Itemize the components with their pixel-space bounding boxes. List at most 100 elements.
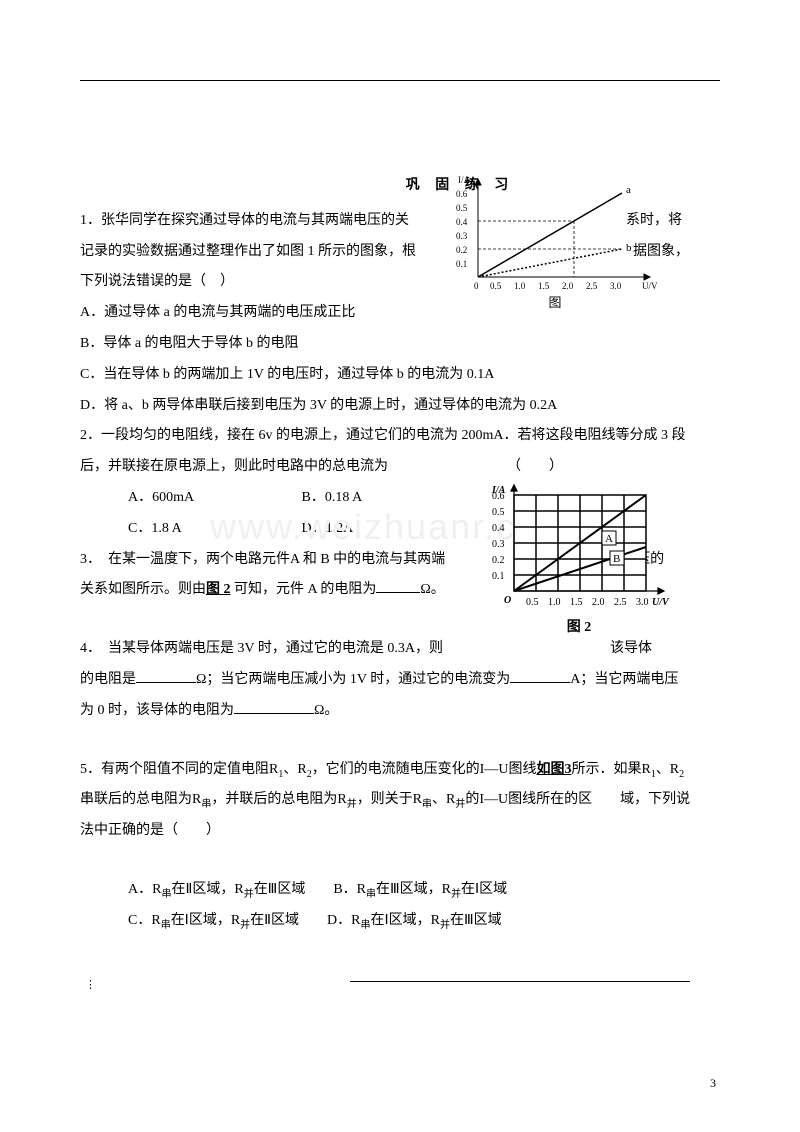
top-rule bbox=[80, 80, 720, 81]
svg-text:2.0: 2.0 bbox=[562, 281, 574, 291]
q5B-c: 在Ⅰ区域 bbox=[461, 882, 507, 897]
q5-opts-row2: C．R串在Ⅰ区域，R并在Ⅱ区域 D．R串在Ⅰ区域，R并在Ⅲ区域 bbox=[80, 906, 720, 937]
q4-l3b: Ω。 bbox=[314, 703, 338, 718]
page-number: 3 bbox=[710, 1070, 716, 1096]
q3-blank bbox=[376, 579, 420, 593]
svg-text:1.0: 1.0 bbox=[548, 597, 561, 608]
q4-blank1 bbox=[136, 669, 196, 683]
q1-optB: B．导体 a 的电阻大于导体 b 的电阻 bbox=[80, 329, 720, 360]
svg-text:U/V: U/V bbox=[652, 597, 670, 608]
svg-text:1.0: 1.0 bbox=[514, 281, 526, 291]
svg-text:0.2: 0.2 bbox=[456, 245, 467, 255]
sub-bing2: 并 bbox=[455, 799, 465, 810]
q5B-sub2: 并 bbox=[451, 889, 461, 900]
svg-text:0.3: 0.3 bbox=[456, 231, 468, 241]
q3-l2a: 关系如图所示。则由 bbox=[80, 582, 206, 597]
svg-text:0.3: 0.3 bbox=[492, 539, 505, 550]
figure-1-caption: 图 bbox=[450, 289, 660, 318]
q5B-b: 在Ⅲ区域，R bbox=[376, 882, 451, 897]
q2-line2: 后，并联接在原电源上，则此时电路中的总电流为 （ ） bbox=[80, 452, 720, 483]
svg-text:0.6: 0.6 bbox=[492, 491, 505, 502]
q5-optD: D．R串在Ⅰ区域，R并在Ⅲ区域 bbox=[327, 906, 502, 937]
svg-text:0: 0 bbox=[474, 281, 479, 291]
q2-optC: C．1.8 A bbox=[128, 514, 298, 545]
figure-2: I/A U/V 0.10.2 0.30.4 0.50.6 0.51.0 1.52… bbox=[484, 481, 674, 644]
svg-text:1.5: 1.5 bbox=[570, 597, 583, 608]
q2-optA: A．600mA bbox=[128, 483, 298, 514]
q5A-sub1: 串 bbox=[161, 889, 171, 900]
q4-l2a: 的电阻是 bbox=[80, 672, 136, 687]
q5-line3: 法中正确的是（ ） bbox=[80, 816, 720, 847]
q5A-a: A．R bbox=[128, 882, 161, 897]
q1-l1a: 1．张华同学在探究通过导体的电流与其两端电压的关 bbox=[80, 213, 409, 228]
svg-text:3.0: 3.0 bbox=[610, 281, 622, 291]
q1-optC: C．当在导体 b 的两端加上 1V 的电压时，通过导体 b 的电流为 0.1A bbox=[80, 360, 720, 391]
q3-l1a: 3． 在某一温度下，两个电路元件A 和 B 中的电流与其两端 bbox=[80, 552, 445, 567]
svg-text:0.4: 0.4 bbox=[456, 217, 468, 227]
svg-text:A: A bbox=[605, 533, 613, 545]
svg-text:U/V: U/V bbox=[642, 281, 658, 291]
q4-blank3 bbox=[234, 700, 314, 714]
q2-optD: D．1.2A bbox=[302, 521, 354, 536]
svg-text:0.5: 0.5 bbox=[526, 597, 539, 608]
q5C-c: 在Ⅱ区域 bbox=[250, 913, 299, 928]
q2-line1: 2．一段均匀的电阻线，接在 6v 的电源上，通过它们的电流为 200mA．若将这… bbox=[80, 421, 720, 452]
q5-l1b: 、R bbox=[283, 762, 306, 777]
svg-text:2.0: 2.0 bbox=[592, 597, 605, 608]
q4-l3a: 为 0 时，该导体的电阻为 bbox=[80, 703, 234, 718]
q5-line1: 5．有两个阻值不同的定值电阻R1、R2，它们的电流随电压变化的I—U图线如图3所… bbox=[80, 755, 720, 786]
svg-text:0.5: 0.5 bbox=[492, 507, 505, 518]
q5-l1c: ，它们的电流随电压变化的I—U图线 bbox=[312, 762, 537, 777]
q2-optB: B．0.18 A bbox=[302, 490, 363, 505]
q4-l1a: 4． 当某导体两端电压是 3V 时，通过它的电流是 0.3A，则 bbox=[80, 641, 443, 656]
svg-text:2.5: 2.5 bbox=[586, 281, 598, 291]
svg-text:0.5: 0.5 bbox=[456, 203, 468, 213]
q5C-b: 在Ⅰ区域，R bbox=[171, 913, 240, 928]
q5B-a: B．R bbox=[333, 882, 366, 897]
q5-l2d: 、R bbox=[432, 792, 455, 807]
svg-text:3.0: 3.0 bbox=[636, 597, 649, 608]
q5-opts-row1: A．R串在Ⅱ区域，R并在Ⅲ区域 B．R串在Ⅲ区域，R并在Ⅰ区域 bbox=[80, 875, 720, 906]
q4-l2c: A；当它两端电压 bbox=[570, 672, 678, 687]
q5A-c: 在Ⅲ区域 bbox=[254, 882, 306, 897]
q5C-a: C．R bbox=[128, 913, 161, 928]
q5D-sub1: 串 bbox=[361, 920, 371, 931]
svg-text:B: B bbox=[613, 553, 620, 565]
figure-1: I/A U/V 0.10.2 0.30.4 0.50.6 0.51.0 1.52… bbox=[450, 171, 660, 318]
q5D-c: 在Ⅲ区域 bbox=[450, 913, 502, 928]
svg-text:0.1: 0.1 bbox=[456, 259, 467, 269]
q5-optC: C．R串在Ⅰ区域，R并在Ⅱ区域 bbox=[128, 906, 299, 937]
sub-bing1: 并 bbox=[347, 799, 357, 810]
q5D-a: D．R bbox=[327, 913, 360, 928]
q5A-b: 在Ⅱ区域，R bbox=[171, 882, 243, 897]
q5-optA: A．R串在Ⅱ区域，R并在Ⅲ区域 bbox=[128, 875, 305, 906]
q5-l2c: ，则关于R bbox=[357, 792, 422, 807]
sub-chuan1: 串 bbox=[201, 799, 211, 810]
q5C-sub2: 并 bbox=[240, 920, 250, 931]
svg-text:0.6: 0.6 bbox=[456, 189, 468, 199]
bottom-rule bbox=[350, 981, 690, 982]
figure-2-caption: 图 2 bbox=[484, 613, 674, 644]
sub-chuan2: 串 bbox=[422, 799, 432, 810]
svg-text:0.1: 0.1 bbox=[492, 571, 505, 582]
svg-text:I/A: I/A bbox=[458, 175, 470, 185]
q5-l2e: 的I—U图线所在的区 域，下列说 bbox=[465, 792, 690, 807]
q3-l2c: 可知，元件 A 的电阻为 bbox=[231, 582, 377, 597]
q5-l1a: 5．有两个阻值不同的定值电阻R bbox=[80, 762, 278, 777]
q5-l2b: ，并联后的总电阻为R bbox=[211, 792, 346, 807]
q5-line2: 串联后的总电阻为R串，并联后的总电阻为R并，则关于R串、R并的I—U图线所在的区… bbox=[80, 785, 720, 816]
q5D-sub2: 并 bbox=[440, 920, 450, 931]
corner-mark: ⋮ bbox=[85, 973, 96, 997]
q1-optD: D．将 a、b 两导体串联后接到电压为 3V 的电源上时，通过导体的电流为 0.… bbox=[80, 391, 720, 422]
q5C-sub1: 串 bbox=[161, 920, 171, 931]
q1-l2a: 记录的实验数据通过整理作出了如图 1 所示的图象，根 bbox=[80, 244, 416, 259]
q4-l2b: Ω；当它两端电压减小为 1V 时，通过它的电流变为 bbox=[196, 672, 510, 687]
q5-l1f: 、R bbox=[656, 762, 679, 777]
q5A-sub2: 并 bbox=[244, 889, 254, 900]
q5D-b: 在Ⅰ区域，R bbox=[371, 913, 440, 928]
q5-optB: B．R串在Ⅲ区域，R并在Ⅰ区域 bbox=[333, 875, 507, 906]
q3-fig2-ref: 图 2 bbox=[206, 582, 231, 597]
svg-text:0.4: 0.4 bbox=[492, 523, 505, 534]
q5-l1e: 所示．如果R bbox=[571, 762, 650, 777]
svg-text:0.2: 0.2 bbox=[492, 555, 505, 566]
